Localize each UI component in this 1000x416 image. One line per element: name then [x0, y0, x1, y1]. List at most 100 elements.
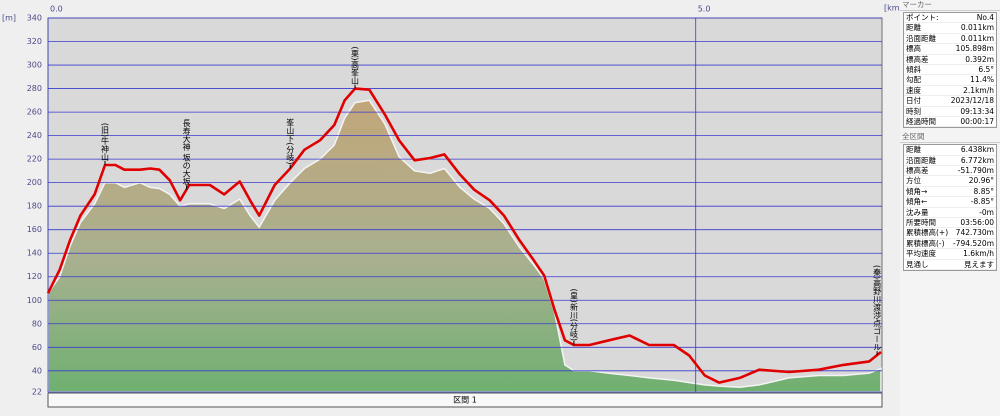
- info-row: 標高差 -51.790m: [904, 166, 996, 177]
- chart: [m] [km] 22 40 60 80 100 120 140 160 180 200 220 24…: [2, 3, 900, 408]
- y-tick-label: 240: [27, 131, 42, 140]
- info-label: 所要時間: [906, 218, 936, 228]
- info-value: -51.790m: [957, 166, 994, 176]
- annotation: 長寿大神 坂の大坂: [182, 119, 191, 187]
- info-row: 傾角→ 8.85°: [904, 186, 996, 198]
- info-value: 20.96°: [968, 176, 994, 186]
- info-label: 平均速度: [906, 249, 936, 259]
- info-label: 沈み量: [906, 207, 929, 217]
- info-value: 6.772km: [960, 155, 994, 165]
- y-tick-label: 220: [27, 155, 42, 164]
- info-row: 沿面距離 6.772km: [904, 155, 996, 167]
- info-row: 方位 20.96°: [904, 176, 996, 187]
- info-row: 標高 105.898m: [904, 44, 996, 55]
- info-value: 見えます: [964, 259, 994, 269]
- info-value: No.4: [976, 13, 994, 22]
- info-row: 見通し 見えます: [904, 260, 996, 270]
- info-value: 0.011km: [960, 23, 994, 33]
- info-label: 速度: [906, 85, 921, 95]
- y-tick-label: 300: [27, 61, 42, 70]
- info-row: 経過時間 00:00:17: [904, 116, 996, 128]
- info-label: 距離: [906, 145, 921, 155]
- y-tick-label: 180: [27, 202, 42, 211]
- info-label: 経過時間: [906, 116, 936, 126]
- info-label: 方位: [906, 176, 921, 186]
- info-value: 2.1km/h: [963, 85, 994, 95]
- info-value: 0.011km: [960, 33, 994, 43]
- info-value: 11.4%: [970, 75, 994, 85]
- info-row: 所要時間 03:56:00: [904, 218, 996, 229]
- info-value: 6.5°: [978, 64, 994, 74]
- info-row: 沿面距離 0.011km: [904, 33, 996, 45]
- info-value: -794.520m: [952, 238, 994, 248]
- info-label: 距離: [906, 23, 921, 33]
- info-value: 2023/12/18: [950, 96, 994, 106]
- info-value: 09:13:34: [960, 106, 994, 116]
- info-row: 勾配 11.4%: [904, 75, 996, 86]
- info-row: ポイント: No.4: [904, 13, 996, 24]
- info-row: 沈み量 -0m: [904, 207, 996, 219]
- y-tick-label: 80: [32, 319, 42, 328]
- y-tick-label: 320: [27, 37, 42, 46]
- annotation: 峯山下(分岐): [286, 117, 295, 164]
- info-row: 時刻 09:13:34: [904, 107, 996, 117]
- y-tick-label: 160: [27, 225, 42, 234]
- info-row: 日付 2023/12/18: [904, 96, 996, 107]
- segment-bar[interactable]: [47, 392, 883, 408]
- y-tick-label: 340: [27, 14, 42, 23]
- info-label: 傾斜: [906, 64, 921, 74]
- info-value: 1.6km/h: [963, 249, 994, 259]
- info-label: 累積標高(-): [906, 238, 945, 248]
- info-row: 距離 6.438km: [904, 145, 996, 156]
- info-value: 00:00:17: [960, 116, 994, 126]
- annotation: (秦)高野川渡渉点ゴール: [873, 265, 882, 351]
- info-value: 105.898m: [955, 44, 994, 54]
- info-value: 6.438km: [960, 145, 994, 155]
- y-tick-label: 40: [32, 366, 42, 375]
- info-table: ポイント: No.4 距離 0.011km 沿面距離 0.011km 標高 105.898m 標…: [903, 12, 997, 129]
- info-label: 累積標高(+): [906, 228, 949, 238]
- info-table: 距離 6.438km 沿面距離 6.772km 標高差 -51.790m 方位 20.96° 傾…: [903, 144, 997, 271]
- y-tick-label: 280: [27, 84, 42, 93]
- x-tick-label: 0.0: [50, 5, 63, 14]
- info-label: 見通し: [906, 259, 929, 269]
- info-label: 日付: [906, 96, 921, 106]
- info-row: 累積標高(-) -794.520m: [904, 238, 996, 250]
- info-row: 距離 0.011km: [904, 23, 996, 34]
- y-tick-label: 100: [27, 296, 42, 305]
- info-row: 平均速度 1.6km/h: [904, 249, 996, 260]
- info-row: 累積標高(+) 742.730m: [904, 228, 996, 239]
- y-tick-label: 200: [27, 178, 42, 187]
- info-row: 傾角← -8.85°: [904, 197, 996, 208]
- y-unit: [m]: [2, 14, 16, 23]
- info-label: 傾角←: [906, 197, 928, 207]
- info-label: 沿面距離: [906, 155, 936, 165]
- y-tick-label: 60: [32, 343, 42, 352]
- section-title: 全区間: [900, 132, 1000, 144]
- info-label: 標高: [906, 44, 921, 54]
- y-tick-label: 140: [27, 249, 42, 258]
- x-tick-label: 5.0: [698, 5, 711, 14]
- info-panel: マーカー ポイント: No.4 距離 0.011km 沿面距離 0.011km 標高 105.8…: [900, 0, 1000, 416]
- info-value: -8.85°: [970, 197, 994, 207]
- section-title: マーカー: [900, 0, 1000, 11]
- info-label: ポイント:: [906, 13, 939, 22]
- info-label: 時刻: [906, 106, 921, 116]
- info-label: 勾配: [906, 75, 921, 85]
- annotation: (栗)高峯山: [351, 46, 360, 85]
- info-row: 標高差 0.392m: [904, 55, 996, 65]
- terrain-area: [47, 99, 882, 393]
- annotation: (旧)牛神山: [100, 123, 109, 162]
- info-label: 標高差: [906, 54, 929, 64]
- x-unit: [km]: [884, 4, 900, 13]
- y-tick-label: 22: [32, 388, 42, 397]
- info-value: -0m: [979, 207, 994, 217]
- track-line: [46, 87, 882, 384]
- info-row: 速度 2.1km/h: [904, 85, 996, 97]
- info-value: 03:56:00: [960, 218, 994, 228]
- info-label: 標高差: [906, 166, 929, 176]
- info-value: 8.85°: [973, 186, 994, 196]
- y-tick-label: 260: [27, 108, 42, 117]
- segment-label[interactable]: 区間 1: [453, 396, 477, 405]
